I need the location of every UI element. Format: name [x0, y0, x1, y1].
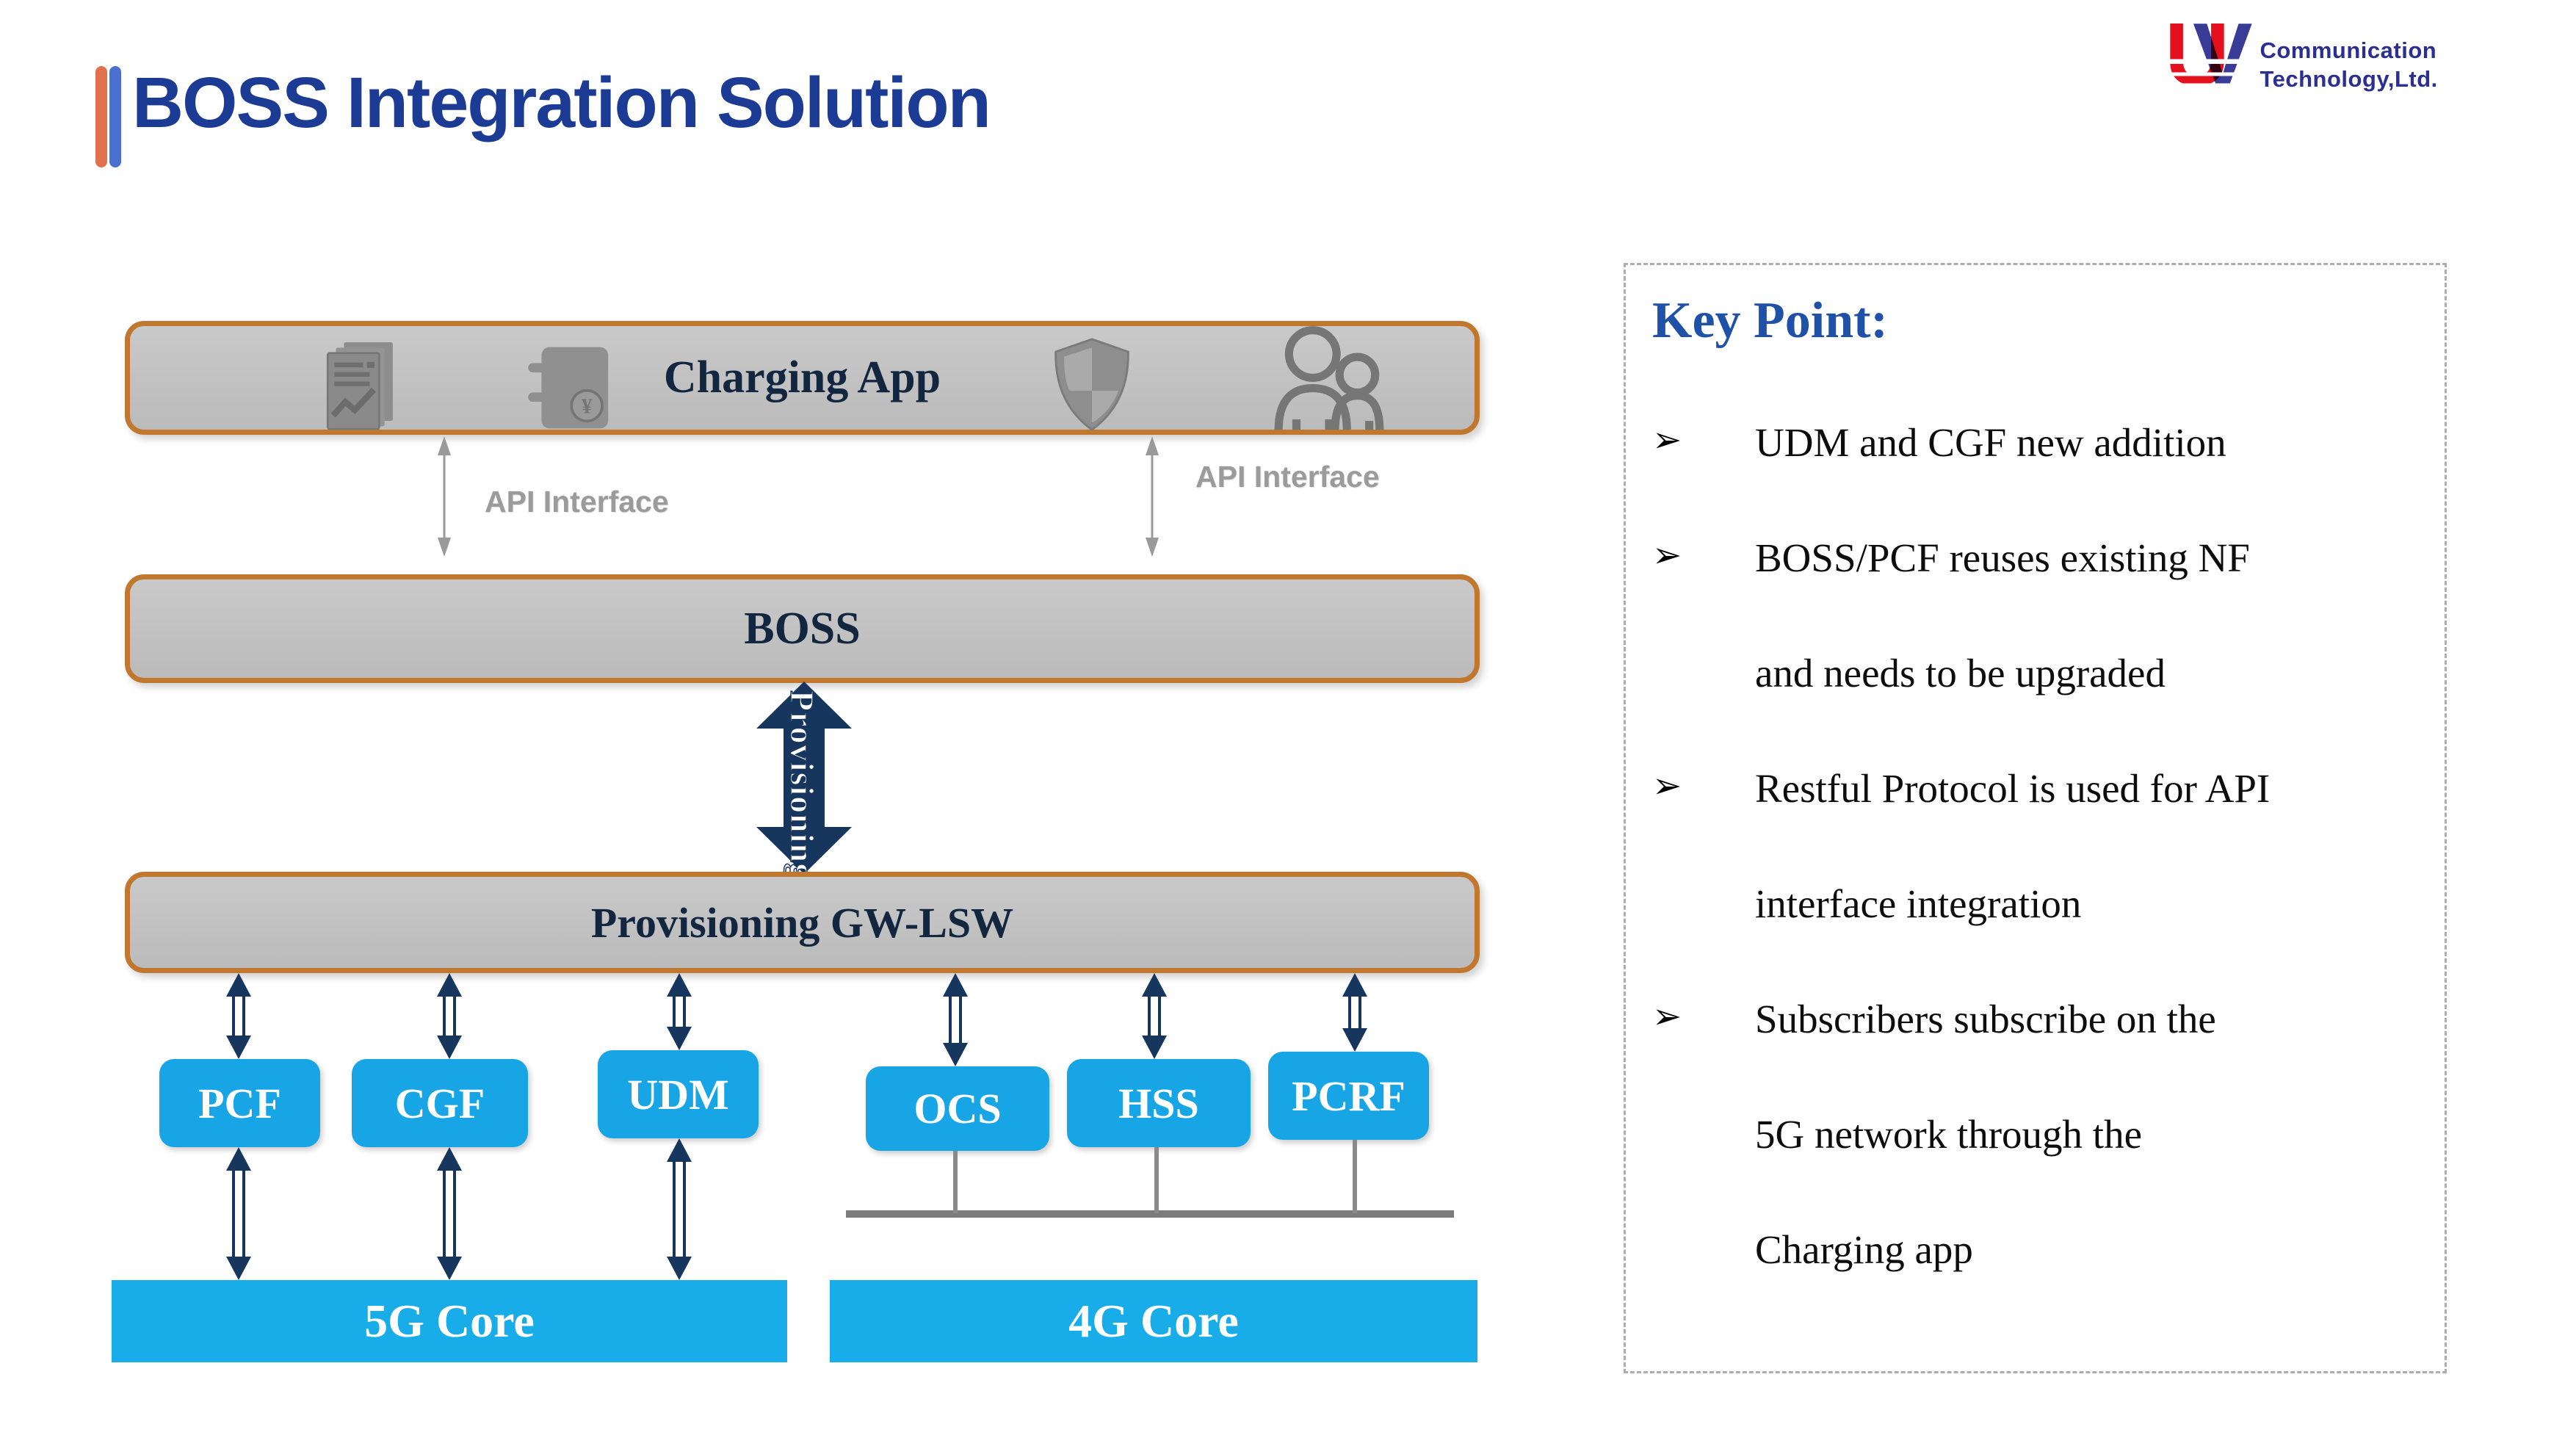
arrow-udm-5gcore — [667, 1138, 692, 1280]
wallet-icon: ¥ — [528, 347, 609, 429]
charging-app-box: ¥ Charging App — [125, 321, 1480, 435]
line-ocs-4gbus — [953, 1151, 958, 1213]
arrow-gw-pcrf — [1342, 973, 1367, 1052]
api-interface-label-right: API Interface — [1195, 460, 1380, 494]
keypoint-line-text: and needs to be upgraded — [1755, 651, 2166, 695]
4g-bus-line — [846, 1210, 1454, 1218]
shield-icon — [1054, 338, 1129, 431]
logo-letter-u: U — [2165, 7, 2229, 101]
arrow-pcf-5gcore — [226, 1147, 251, 1280]
arrow-cgf-5gcore — [437, 1147, 462, 1280]
nf-box-pcf: PCF — [159, 1059, 320, 1147]
api-interface-label-left: API Interface — [485, 485, 669, 518]
keypoint-line: ➢ Restful Protocol is used for API — [1651, 765, 2429, 831]
users-icon — [1274, 326, 1384, 430]
arrow-api-left — [438, 436, 451, 557]
5g-core-bar: 5G Core — [112, 1280, 787, 1362]
keypoint-line: ➢ UDM and CGF new addition — [1651, 419, 2429, 485]
arrow-api-right — [1146, 436, 1159, 557]
company-logo: U V Communication Technology,Ltd. — [2165, 7, 2438, 101]
provisioning-double-arrow — [756, 682, 852, 874]
4g-core-bar: 4G Core — [830, 1280, 1477, 1362]
boss-label: BOSS — [744, 603, 861, 654]
keypoint-line: Charging app — [1651, 1226, 2429, 1293]
keypoint-line-text: interface integration — [1755, 881, 2082, 926]
nf-box-pcrf: PCRF — [1268, 1052, 1429, 1140]
svg-text:¥: ¥ — [582, 394, 593, 418]
arrow-gw-cgf — [437, 973, 462, 1059]
line-pcrf-4gbus — [1353, 1140, 1357, 1213]
nf-box-cgf: CGF — [352, 1059, 528, 1147]
nf-box-hss: HSS — [1067, 1059, 1251, 1147]
line-hss-4gbus — [1154, 1147, 1159, 1213]
key-point-title: Key Point: — [1652, 292, 1888, 349]
bullet-arrow-icon: ➢ — [1652, 996, 1682, 1037]
keypoint-line-text: UDM and CGF new addition — [1755, 420, 2226, 465]
nf-box-udm: UDM — [598, 1050, 759, 1138]
arrow-gw-ocs — [943, 973, 968, 1066]
keypoint-line: ➢ BOSS/PCF reuses existing NF — [1651, 535, 2429, 601]
title-accent-orange-bar — [95, 66, 107, 167]
keypoint-line-text: Subscribers subscribe on the — [1755, 997, 2216, 1041]
keypoint-line: and needs to be upgraded — [1651, 650, 2429, 716]
keypoint-line-text: Restful Protocol is used for API — [1755, 766, 2271, 811]
arrow-gw-udm — [667, 973, 692, 1050]
keypoint-line: 5G network through the — [1651, 1111, 2429, 1177]
keypoint-line: interface integration — [1651, 881, 2429, 947]
bullet-arrow-icon: ➢ — [1652, 765, 1682, 806]
logo-company-name: Communication Technology,Ltd. — [2260, 7, 2437, 94]
logo-line2: Technology,Ltd. — [2260, 65, 2438, 92]
keypoint-line: ➢ Subscribers subscribe on the — [1651, 996, 2429, 1062]
nf-box-ocs: OCS — [866, 1066, 1049, 1151]
provisioning-gw-lsw-box: Provisioning GW-LSW — [125, 872, 1480, 973]
boss-box: BOSS — [125, 574, 1480, 683]
arrow-gw-hss — [1142, 973, 1167, 1059]
page-title: BOSS Integration Solution — [132, 62, 991, 142]
keypoint-line-text: 5G network through the — [1755, 1112, 2142, 1157]
logo-line1: Communication — [2260, 37, 2437, 63]
title-accent-blue-bar — [109, 66, 121, 167]
charging-app-label: Charging App — [663, 353, 941, 402]
report-icon — [326, 342, 393, 430]
logo-letter-v: V — [2193, 4, 2253, 104]
arrow-gw-pcf — [226, 973, 251, 1059]
keypoint-line-text: BOSS/PCF reuses existing NF — [1755, 535, 2250, 580]
key-point-panel: Key Point: ➢ UDM and CGF new addition ➢ … — [1624, 263, 2447, 1373]
bullet-arrow-icon: ➢ — [1652, 535, 1682, 576]
provisioning-gw-lsw-label: Provisioning GW-LSW — [590, 898, 1014, 947]
bullet-arrow-icon: ➢ — [1652, 419, 1682, 460]
keypoint-line-text: Charging app — [1755, 1227, 1973, 1272]
provisioning-arrow-label: Provisioning — [783, 690, 822, 881]
